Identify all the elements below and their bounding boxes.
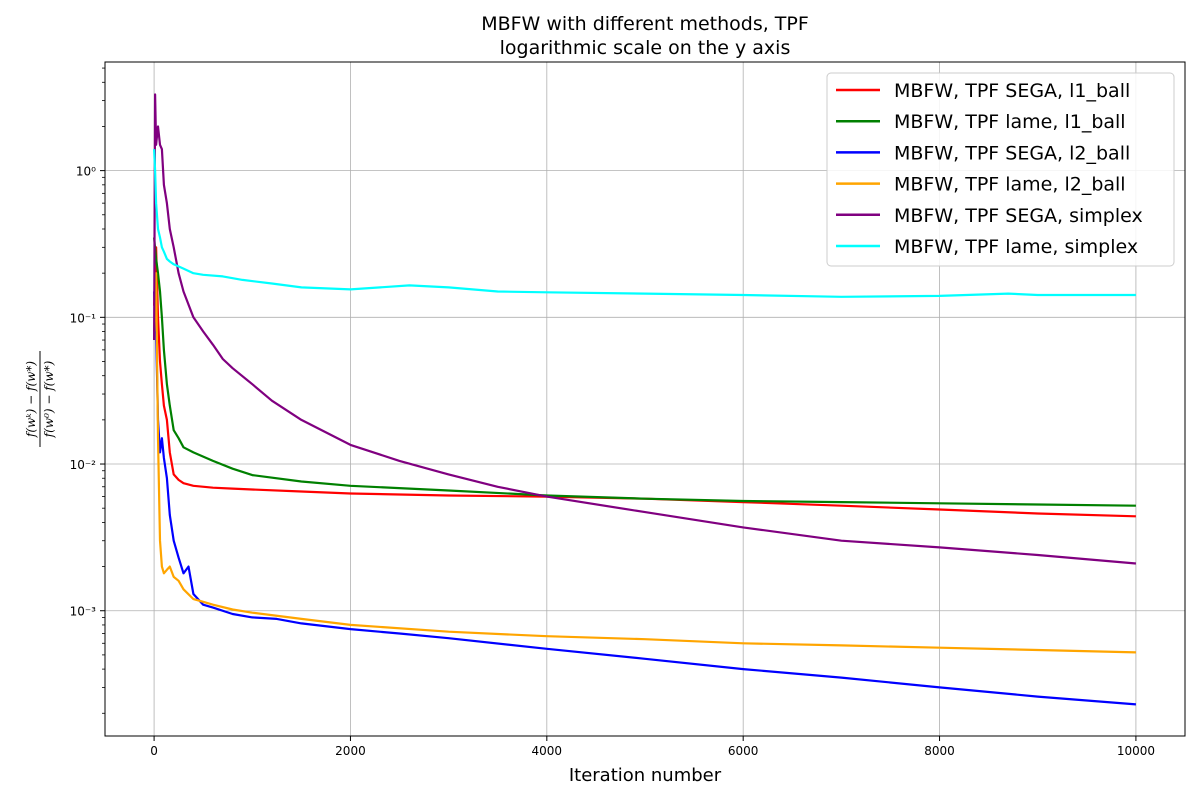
series-line-4	[153, 272, 1136, 654]
series-line-3	[153, 291, 1136, 706]
legend-box	[826, 72, 1175, 267]
series-line-1	[153, 246, 1136, 518]
y-tick-label: 10⁻¹	[70, 311, 97, 325]
series-lines	[153, 93, 1136, 706]
y-axis-label-numerator: f(wᵏ) − f(w*)	[24, 361, 38, 439]
x-axis-label: Iteration number	[569, 765, 722, 786]
legend-entry-label: MBFW, TPF SEGA, l2_ball	[894, 142, 1130, 164]
y-axis-label: f(wᵏ) − f(w*) f(w⁰) − f(w*)	[24, 351, 56, 447]
plot-frame	[104, 61, 1186, 737]
y-tick-label: 10⁻³	[70, 605, 97, 619]
legend-entry-label: MBFW, TPF lame, l2_ball	[894, 174, 1126, 196]
x-tick-label: 8000	[924, 744, 955, 758]
legend-entry-label: MBFW, TPF lame, l1_ball	[894, 111, 1126, 133]
x-tick-label: 10000	[1117, 744, 1155, 758]
legend-entry-label: MBFW, TPF SEGA, l1_ball	[894, 80, 1130, 102]
legend-entry-label: MBFW, TPF lame, simplex	[894, 236, 1138, 258]
chart-subtitle: logarithmic scale on the y axis	[500, 37, 791, 59]
y-axis-label-denominator: f(w⁰) − f(w*)	[42, 360, 56, 438]
chart-title: MBFW with different methods, TPF	[481, 13, 809, 35]
x-tick-label: 2000	[335, 744, 366, 758]
x-tick-label: 6000	[728, 744, 759, 758]
x-tick-label: 4000	[532, 744, 563, 758]
series-line-5	[153, 93, 1136, 565]
legend-entry-label: MBFW, TPF SEGA, simplex	[894, 205, 1143, 227]
series-line-2	[153, 237, 1136, 507]
legend: MBFW, TPF SEGA, l1_ball MBFW, TPF lame, l…	[826, 72, 1175, 267]
y-tick-label: 10⁻²	[70, 458, 97, 472]
axis-ticks: 0 2000 4000 6000 8000 10000 10⁻³ 10⁻² 10⁻¹ 10⁰	[70, 67, 1155, 758]
series-line-6	[153, 149, 1136, 298]
y-tick-label: 10⁰	[76, 165, 96, 179]
x-tick-label: 0	[150, 744, 158, 758]
